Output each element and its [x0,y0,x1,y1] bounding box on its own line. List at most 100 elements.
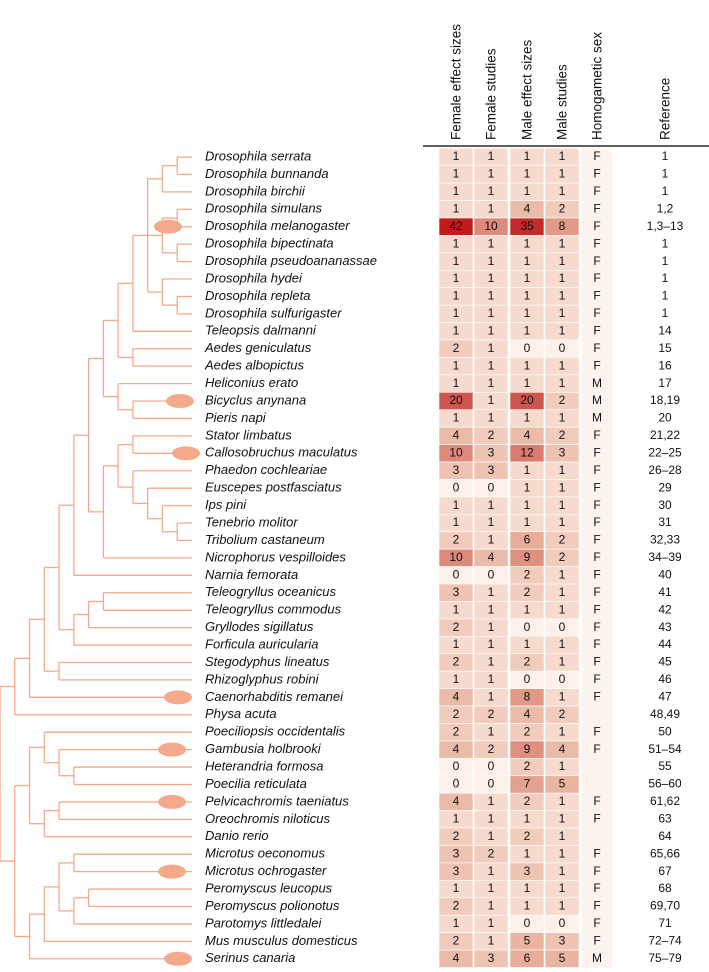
sex-cell [582,915,612,933]
species-name: Microtus ochrogaster [205,863,327,878]
cell-value: 1 [559,724,566,738]
cell-value: 0 [488,777,495,791]
cell-value: 3 [453,585,460,599]
cell-value: 1 [488,254,495,268]
cell-value: 1 [488,323,495,337]
reference: 46 [658,672,672,686]
cell-value: 4 [559,742,566,756]
cell-value: 3 [453,463,460,477]
homogametic-sex: F [593,289,600,303]
species-name: Teleopsis dalmanni [205,323,317,338]
sex-cell [582,531,612,550]
species-name: Poecilia reticulata [205,776,307,791]
homogametic-sex: F [593,515,600,529]
sex-cell [582,706,612,724]
cell-value: 1 [524,376,531,390]
sex-cell [582,322,612,341]
cell-value: 1 [524,812,531,826]
column-header: Male effect sizes [520,39,535,140]
sex-cell [582,514,612,532]
cell-value: 1 [524,323,531,337]
cell-value: 1 [488,236,495,250]
cell-value: 10 [449,550,463,564]
homogametic-sex: F [593,550,600,564]
homogametic-sex: F [593,149,600,163]
cell-value: 2 [488,742,495,756]
homogametic-sex: F [593,445,600,459]
sex-cell [582,252,612,271]
sex-cell [582,740,612,759]
sex-cell [582,671,612,689]
cell-value: 1 [559,794,566,808]
cell-value: 1 [488,620,495,634]
cell-value: 1 [488,672,495,686]
cell-value: 1 [559,864,566,878]
sex-cell [582,775,612,794]
cell-value: 2 [488,428,495,442]
cell-value: 2 [559,393,566,407]
species-name: Teleogryllus oceanicus [205,584,337,599]
cell-value: 1 [488,271,495,285]
homogametic-sex: F [593,271,600,285]
cell-value: 1 [453,271,460,285]
silhouette [164,951,192,966]
sex-cell [582,479,612,497]
cell-value: 0 [453,567,460,581]
cell-value: 1 [559,358,566,372]
cell-value: 6 [524,951,531,965]
cell-value: 1 [488,724,495,738]
cell-value: 1 [488,533,495,547]
species-name: Danio rerio [205,828,269,843]
cell-value: 1 [524,289,531,303]
cell-value: 12 [520,445,534,459]
reference: 68 [658,881,672,895]
reference: 43 [658,620,672,634]
reference: 30 [658,498,672,512]
cell-value: 1 [453,672,460,686]
cell-value: 1 [559,254,566,268]
sex-cell [582,496,612,515]
cell-value: 2 [524,829,531,843]
cell-value: 2 [524,655,531,669]
reference: 71 [658,916,672,930]
cell-value: 1 [559,323,566,337]
species-name: Heterandria formosa [205,758,324,773]
column-header: Female effect sizes [449,24,464,140]
cell-value: 0 [488,567,495,581]
cell-value: 1 [488,411,495,425]
cell-value: 1 [453,602,460,616]
species-name: Tenebrio molitor [205,514,298,529]
sex-cell [582,235,612,253]
cell-value: 1 [453,637,460,651]
homogametic-sex: F [593,742,600,756]
homogametic-sex: F [593,899,600,913]
cell-value: 2 [453,707,460,721]
species-name: Aedes geniculatus [204,340,312,355]
cell-value: 2 [524,585,531,599]
species-name: Gambusia holbrooki [205,741,322,756]
species-name: Drosophila melanogaster [205,218,350,233]
cell-value: 4 [453,690,460,704]
cell-value: 1 [488,655,495,669]
column-header: Male studies [555,64,570,140]
species-name: Peromyscus leucopus [205,880,333,895]
sex-cell [582,723,612,741]
species-name: Mus musculus domesticus [205,933,358,948]
reference: 1,3–13 [647,219,684,233]
reference: 42 [658,602,672,616]
cell-value: 1 [559,498,566,512]
cell-value: 1 [488,376,495,390]
cell-value: 1 [453,411,460,425]
reference: 61,62 [650,794,680,808]
cell-value: 4 [524,707,531,721]
cell-value: 1 [453,323,460,337]
species-name: Peromyscus polionotus [205,898,340,913]
reference: 72–74 [648,934,682,948]
species-name: Ips pini [205,497,247,512]
reference: 55 [658,759,672,773]
homogametic-sex: F [593,498,600,512]
homogametic-sex: F [593,846,600,860]
species-name: Forficula auricularia [205,636,318,651]
species-name: Pieris napi [205,410,267,425]
homogametic-sex: F [593,567,600,581]
